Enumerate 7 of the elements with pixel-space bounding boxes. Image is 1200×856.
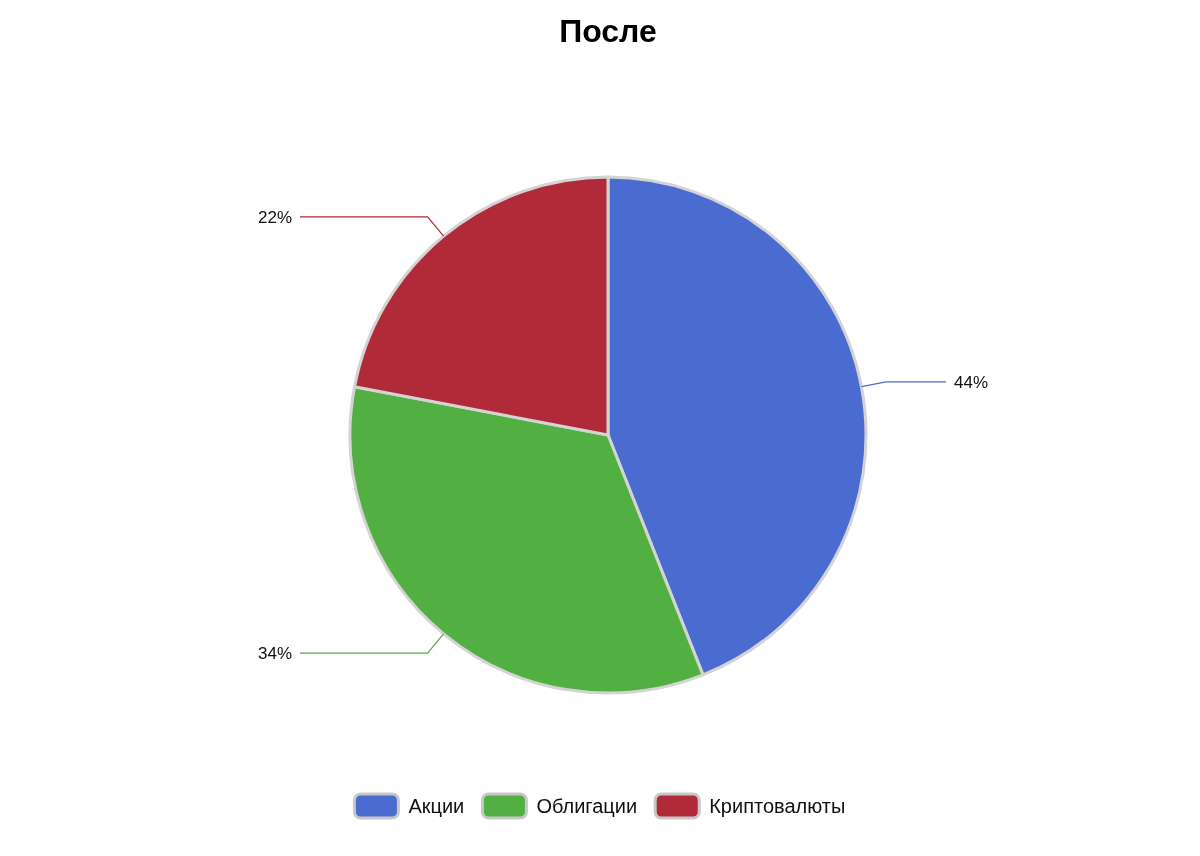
legend-label: Криптовалюты xyxy=(709,795,846,817)
chart-title: После xyxy=(559,13,657,49)
data-label: 22% xyxy=(257,207,292,227)
data-label: 34% xyxy=(257,644,292,664)
legend-label: Облигации xyxy=(536,795,638,817)
data-label: 44% xyxy=(953,372,989,392)
legend-label: Акции xyxy=(408,795,465,817)
